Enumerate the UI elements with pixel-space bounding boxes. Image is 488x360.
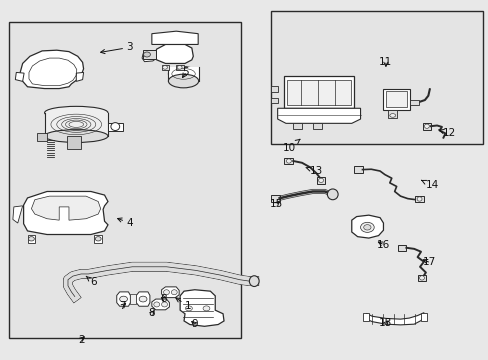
Polygon shape bbox=[353, 166, 362, 173]
Ellipse shape bbox=[424, 124, 428, 129]
Bar bbox=[168, 67, 198, 81]
Bar bbox=[383, 89, 409, 110]
Ellipse shape bbox=[154, 302, 159, 307]
Text: 9: 9 bbox=[191, 319, 198, 329]
Bar bbox=[9, 22, 241, 338]
Text: 1: 1 bbox=[176, 298, 191, 311]
Polygon shape bbox=[143, 50, 156, 59]
Text: 4: 4 bbox=[118, 218, 133, 228]
Polygon shape bbox=[37, 133, 47, 141]
Polygon shape bbox=[180, 290, 224, 326]
Polygon shape bbox=[13, 206, 22, 223]
Ellipse shape bbox=[111, 123, 120, 131]
Ellipse shape bbox=[163, 290, 169, 295]
Ellipse shape bbox=[416, 197, 421, 201]
Text: 18: 18 bbox=[379, 319, 392, 328]
Polygon shape bbox=[271, 98, 277, 103]
Polygon shape bbox=[152, 299, 169, 310]
Text: 12: 12 bbox=[438, 129, 455, 138]
Polygon shape bbox=[27, 235, 35, 243]
Ellipse shape bbox=[139, 296, 147, 302]
Polygon shape bbox=[94, 235, 102, 243]
Polygon shape bbox=[387, 110, 396, 118]
Polygon shape bbox=[136, 292, 150, 306]
Polygon shape bbox=[363, 314, 368, 320]
Polygon shape bbox=[277, 108, 360, 123]
Ellipse shape bbox=[286, 159, 291, 163]
Polygon shape bbox=[161, 287, 179, 298]
Polygon shape bbox=[316, 177, 325, 184]
Bar bbox=[287, 80, 350, 105]
Ellipse shape bbox=[203, 306, 209, 311]
Polygon shape bbox=[422, 123, 430, 130]
Text: 7: 7 bbox=[119, 301, 125, 311]
Polygon shape bbox=[271, 86, 277, 92]
Ellipse shape bbox=[360, 222, 373, 232]
Text: 8: 8 bbox=[148, 309, 155, 318]
Ellipse shape bbox=[143, 52, 150, 57]
Bar bbox=[283, 76, 353, 108]
Polygon shape bbox=[351, 215, 383, 238]
Polygon shape bbox=[15, 72, 24, 81]
Text: 10: 10 bbox=[282, 139, 299, 153]
Polygon shape bbox=[31, 196, 101, 220]
Polygon shape bbox=[312, 123, 321, 129]
Text: 15: 15 bbox=[269, 199, 282, 210]
Bar bbox=[44, 113, 108, 136]
Ellipse shape bbox=[419, 276, 424, 280]
Ellipse shape bbox=[120, 296, 127, 302]
Ellipse shape bbox=[44, 106, 108, 119]
Text: 16: 16 bbox=[376, 239, 389, 249]
Text: 13: 13 bbox=[305, 166, 323, 176]
Polygon shape bbox=[23, 192, 108, 234]
Polygon shape bbox=[176, 65, 183, 69]
Ellipse shape bbox=[162, 66, 167, 69]
Polygon shape bbox=[417, 275, 426, 281]
Ellipse shape bbox=[28, 237, 34, 241]
Bar bbox=[386, 91, 406, 107]
Polygon shape bbox=[409, 100, 418, 105]
Bar bbox=[66, 136, 81, 149]
Ellipse shape bbox=[95, 237, 101, 241]
Ellipse shape bbox=[161, 302, 167, 307]
Ellipse shape bbox=[327, 189, 337, 200]
Ellipse shape bbox=[44, 130, 108, 143]
Ellipse shape bbox=[185, 306, 192, 311]
Ellipse shape bbox=[389, 114, 395, 117]
Bar bbox=[271, 12, 483, 144]
Text: 5: 5 bbox=[182, 67, 189, 77]
Ellipse shape bbox=[168, 74, 198, 88]
Polygon shape bbox=[76, 72, 83, 81]
Polygon shape bbox=[117, 292, 130, 306]
Polygon shape bbox=[366, 313, 423, 325]
Text: 17: 17 bbox=[422, 257, 435, 267]
Polygon shape bbox=[130, 294, 136, 305]
Polygon shape bbox=[20, 50, 83, 89]
Ellipse shape bbox=[318, 178, 323, 183]
Polygon shape bbox=[152, 31, 198, 44]
Polygon shape bbox=[284, 158, 293, 164]
Text: 14: 14 bbox=[421, 180, 438, 190]
Polygon shape bbox=[108, 123, 122, 131]
Ellipse shape bbox=[168, 67, 198, 81]
Ellipse shape bbox=[249, 276, 259, 287]
Polygon shape bbox=[414, 196, 423, 202]
Polygon shape bbox=[420, 314, 427, 320]
Text: 8: 8 bbox=[161, 294, 167, 304]
Text: 6: 6 bbox=[86, 276, 97, 287]
Text: 3: 3 bbox=[101, 42, 133, 54]
Polygon shape bbox=[142, 51, 156, 62]
Polygon shape bbox=[154, 44, 193, 63]
Ellipse shape bbox=[177, 66, 182, 69]
Polygon shape bbox=[293, 123, 302, 129]
Polygon shape bbox=[271, 195, 279, 202]
Text: 2: 2 bbox=[78, 334, 84, 345]
Ellipse shape bbox=[171, 290, 177, 295]
Text: 11: 11 bbox=[379, 57, 392, 67]
Ellipse shape bbox=[363, 225, 370, 230]
Polygon shape bbox=[397, 244, 406, 251]
Polygon shape bbox=[161, 65, 168, 69]
